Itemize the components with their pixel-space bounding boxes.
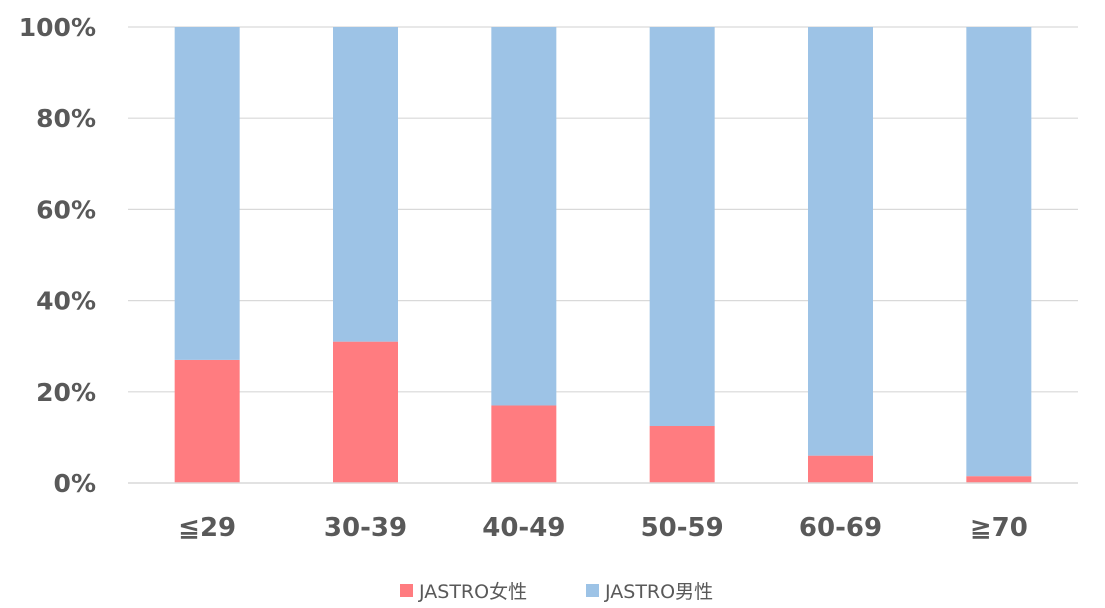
gridlines (128, 26, 1078, 393)
bar-segment-female (966, 476, 1032, 483)
y-tick-label: 20% (36, 378, 96, 407)
legend: JASTRO女性 JASTRO男性 (400, 581, 713, 603)
bar-segment-female (491, 405, 557, 483)
x-tick-label: 60-69 (799, 513, 882, 543)
bar-segment-male (174, 27, 240, 360)
bar-segment-female (808, 455, 873, 483)
bar-segment-male (333, 27, 398, 342)
y-tick-label: 100% (19, 13, 96, 42)
bar-segment-male (491, 27, 557, 406)
legend-label: JASTRO女性 (418, 581, 527, 603)
y-tick-label: 40% (36, 287, 96, 316)
legend-swatch (586, 584, 599, 597)
x-tick-label: 30-39 (324, 513, 407, 543)
x-tick-label: ≦29 (178, 513, 236, 543)
bar-segment-male (966, 27, 1032, 477)
bar-segment-female (333, 341, 398, 483)
x-axis: ≦29 30-39 40-49 50-59 60-69 ≧70 (128, 482, 1078, 543)
bar-segment-female (649, 426, 715, 483)
y-tick-label: 0% (54, 469, 96, 498)
x-tick-label: 50-59 (641, 513, 724, 543)
bar-segment-male (808, 27, 873, 456)
legend-label: JASTRO男性 (604, 581, 713, 603)
bar-segment-female (174, 359, 240, 483)
bar-segment-male (649, 27, 715, 426)
y-axis: 0% 20% 40% 60% 80% 100% (19, 13, 96, 498)
legend-swatch (400, 584, 413, 597)
x-tick-label: ≧70 (970, 513, 1028, 543)
bars (174, 27, 1032, 483)
y-tick-label: 80% (36, 104, 96, 133)
x-tick-label: 40-49 (482, 513, 565, 543)
y-tick-label: 60% (36, 195, 96, 224)
